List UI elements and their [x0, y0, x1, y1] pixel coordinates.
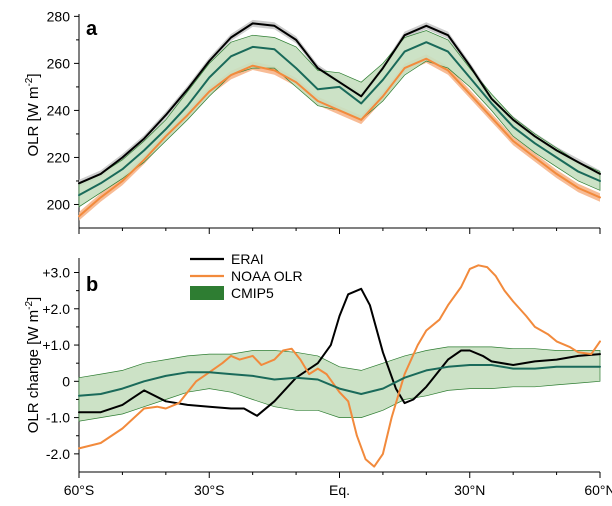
- panel-b-y-tick-label: +2.0: [42, 301, 70, 317]
- panel-a-y-tick-label: 260: [47, 55, 71, 71]
- panel-b-noaa-olr-line: [78, 264, 601, 468]
- legend-label-cmip5: CMIP5: [231, 285, 274, 301]
- panel-b-y-tick-label: -1.0: [46, 410, 70, 426]
- panel-b-cmip5-line: [78, 364, 601, 397]
- x-tick-label: 30°S: [194, 482, 225, 498]
- panel-a-cmip5-range-band: [78, 30, 601, 208]
- panel-b-y-tick-label: +3.0: [42, 265, 70, 281]
- panel-a-noaa-olr-line: [78, 57, 601, 218]
- panel-a-noaa-olr-range-band: [79, 54, 600, 221]
- panel-a-y-tick-label: 200: [47, 196, 71, 212]
- panel-a-cmip5-line: [78, 41, 601, 197]
- panel-b-y-tick-label: +1.0: [42, 337, 70, 353]
- legend: ERAI NOAA OLR CMIP5: [190, 251, 303, 301]
- panel-b-y-axis-label: OLR change [W m-2]: [24, 297, 42, 433]
- panel-a-latitude-olr: a OLR [W m-2] 200 220 240 260 280: [24, 8, 601, 234]
- panel-a-y-tick-label: 220: [47, 149, 71, 165]
- x-tick-label: 60°N: [584, 482, 612, 498]
- panel-b-erai-line: [78, 287, 601, 417]
- panel-a-y-tick-label: 280: [47, 8, 71, 24]
- panel-b-cmip5-range-band: [78, 346, 601, 422]
- panel-a-erai-line: [78, 22, 601, 185]
- x-tick-label: 60°S: [64, 482, 95, 498]
- panel-b-olr-change: b OLR change [W m-2] 60°S 30°S Eq. 30°N 60°N…: [24, 258, 612, 498]
- panel-a-letter: a: [86, 18, 98, 40]
- x-tick-label: Eq.: [329, 482, 350, 498]
- panel-a-y-tick-label: 240: [47, 102, 71, 118]
- panel-a-y-axis-label: OLR [W m-2]: [24, 73, 42, 156]
- panel-b-letter: b: [86, 274, 98, 296]
- legend-swatch-cmip5: [190, 286, 224, 300]
- panel-b-y-tick-label: 0: [62, 373, 70, 389]
- legend-label-erai: ERAI: [231, 251, 264, 267]
- panel-b-y-tick-label: -2.0: [46, 446, 70, 462]
- x-tick-label: 30°N: [454, 482, 485, 498]
- legend-label-noaa: NOAA OLR: [231, 268, 303, 284]
